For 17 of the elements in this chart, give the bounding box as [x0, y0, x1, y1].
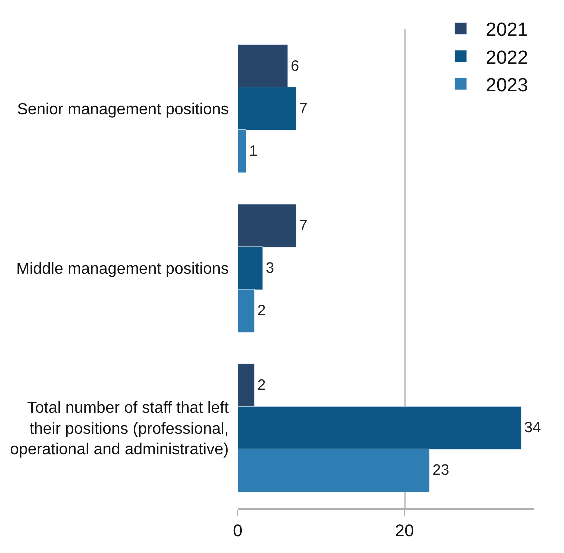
x-tick-label: 20 — [395, 521, 414, 540]
data-label: 3 — [266, 260, 274, 278]
data-label: 23 — [432, 462, 450, 480]
data-label: 2 — [258, 302, 266, 320]
y-tick-label: Middle management positions — [16, 261, 229, 278]
legend-label: 2023 — [486, 76, 528, 96]
data-label: 7 — [299, 100, 308, 118]
legend-label: 2022 — [486, 48, 528, 69]
legend-label: 2021 — [486, 20, 528, 42]
data-label: 7 — [299, 217, 308, 234]
data-label: 2 — [258, 377, 266, 394]
data-label: 1 — [249, 142, 258, 160]
data-label: 6 — [291, 58, 300, 75]
x-tick-label: 0 — [233, 521, 243, 540]
y-tick-label: Total number of staff that left their positions (professional, operational and administrative) — [10, 400, 230, 459]
y-tick-label: Senior management positions — [17, 101, 229, 118]
data-label: 34 — [524, 420, 542, 437]
